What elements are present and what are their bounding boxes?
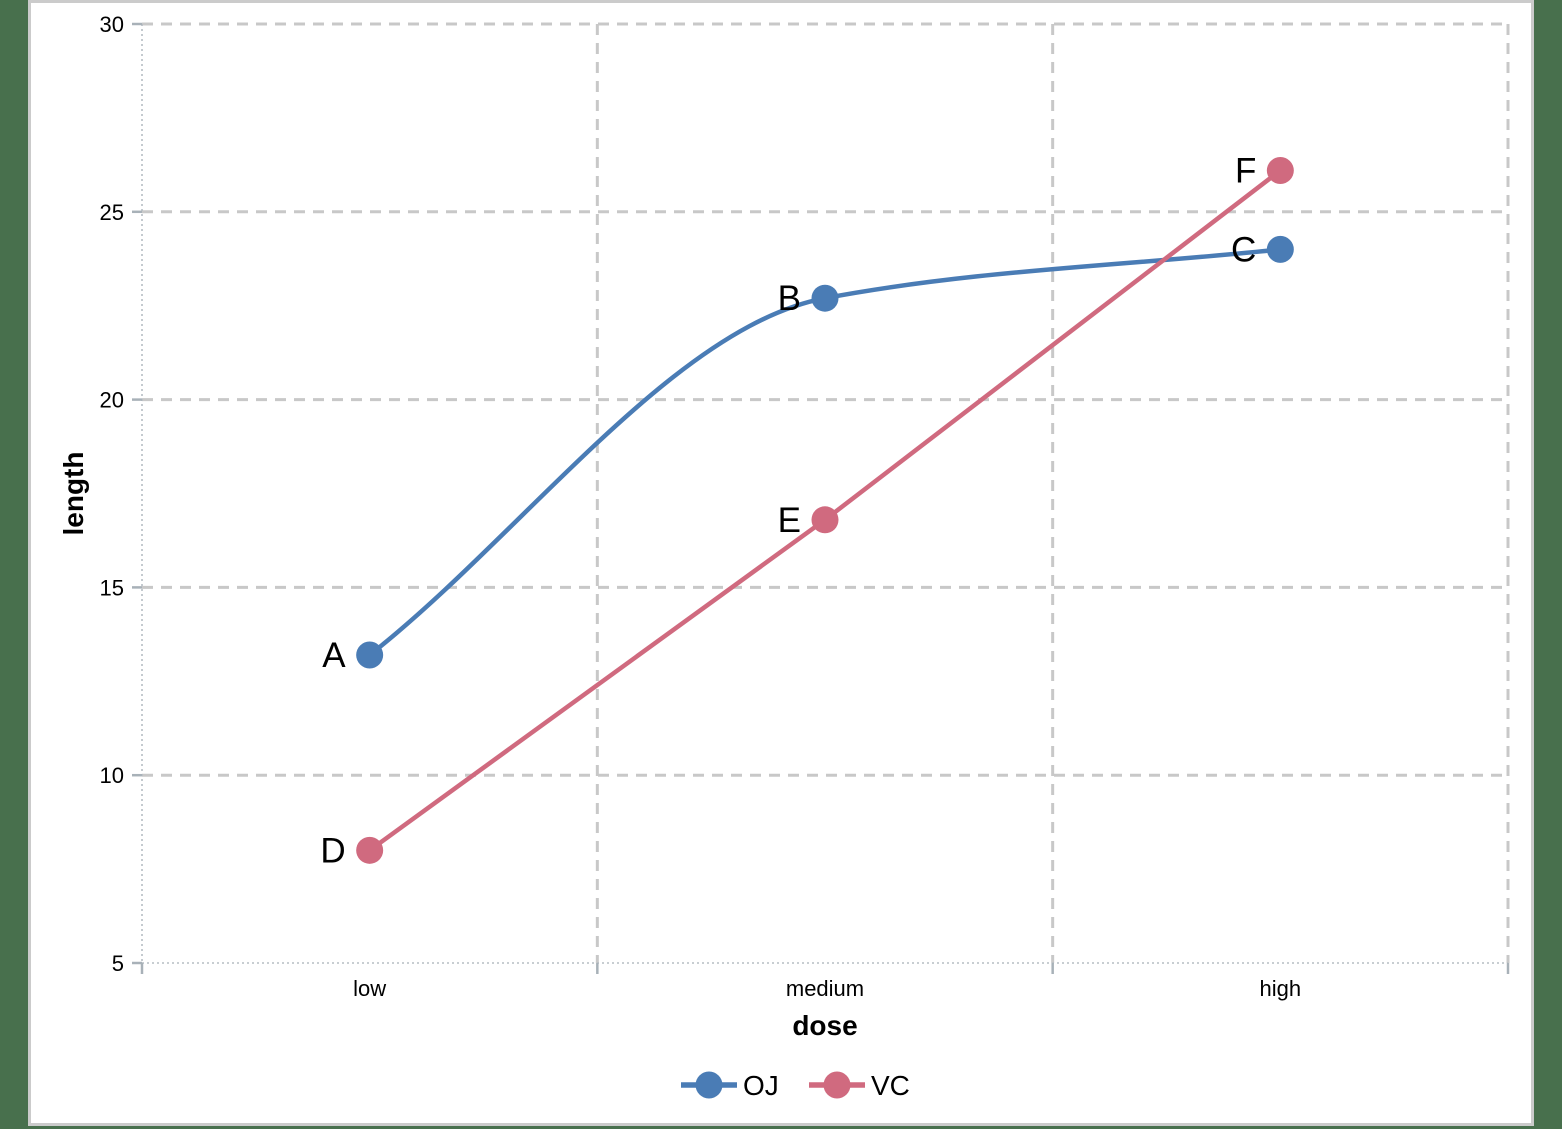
data-point: [811, 284, 839, 312]
series-OJ: A B C: [322, 230, 1294, 675]
data-point: [356, 836, 384, 864]
point-label: A: [322, 636, 346, 675]
y-tick-label: 5: [112, 951, 124, 976]
point-label: D: [320, 831, 345, 870]
y-tick-label: 25: [100, 200, 124, 225]
y-axis-title: length: [58, 452, 89, 536]
y-tick-label: 10: [100, 763, 124, 788]
y-tick-label: 30: [100, 12, 124, 37]
gridlines: [142, 22, 1510, 963]
point-label: F: [1235, 151, 1256, 190]
x-tick-label: low: [353, 976, 386, 1001]
legend-marker: [823, 1071, 851, 1099]
x-tick-label: high: [1260, 976, 1302, 1001]
data-point: [811, 506, 839, 534]
legend-item-VC: VC: [809, 1070, 910, 1101]
legend: OJ VC: [681, 1070, 910, 1101]
line-chart: 5 10 15 20 25 30 low medium high dose length A B C D E F…: [58, 12, 1510, 1101]
legend-item-OJ: OJ: [681, 1070, 779, 1101]
y-tick-label: 15: [100, 575, 124, 600]
data-point: [356, 641, 384, 669]
point-label: E: [778, 501, 801, 540]
data-point: [1266, 156, 1294, 184]
chart-figure: 5 10 15 20 25 30 low medium high dose length A B C D E F…: [28, 0, 1534, 1126]
legend-marker: [695, 1071, 723, 1099]
series-VC: D E F: [320, 151, 1294, 870]
data-point: [1266, 235, 1294, 263]
axis-labels: 5 10 15 20 25 30 low medium high dose length: [58, 12, 1301, 1041]
point-label: B: [778, 279, 801, 318]
legend-label: OJ: [743, 1070, 779, 1101]
point-label: C: [1231, 230, 1256, 269]
x-axis-title: dose: [792, 1010, 857, 1041]
y-tick-label: 20: [100, 388, 124, 413]
legend-label: VC: [871, 1070, 910, 1101]
axes: [132, 22, 1510, 974]
x-tick-label: medium: [786, 976, 864, 1001]
